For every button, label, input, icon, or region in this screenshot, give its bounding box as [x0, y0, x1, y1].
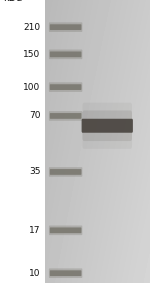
FancyBboxPatch shape — [49, 226, 82, 235]
Text: 10: 10 — [29, 269, 40, 278]
FancyBboxPatch shape — [50, 169, 81, 175]
Text: 150: 150 — [23, 50, 40, 59]
FancyBboxPatch shape — [50, 24, 81, 30]
FancyBboxPatch shape — [50, 113, 81, 119]
FancyBboxPatch shape — [49, 82, 82, 92]
FancyBboxPatch shape — [50, 84, 81, 90]
FancyBboxPatch shape — [49, 268, 82, 278]
Text: kDa: kDa — [3, 0, 22, 3]
FancyBboxPatch shape — [50, 52, 81, 57]
FancyBboxPatch shape — [49, 111, 82, 121]
FancyBboxPatch shape — [82, 119, 133, 133]
Text: 35: 35 — [29, 168, 40, 177]
Text: 70: 70 — [29, 112, 40, 121]
Text: 17: 17 — [29, 226, 40, 235]
FancyBboxPatch shape — [49, 167, 82, 177]
Text: 210: 210 — [23, 23, 40, 32]
FancyBboxPatch shape — [49, 22, 82, 32]
FancyBboxPatch shape — [82, 110, 132, 141]
Bar — [0, 0, 45, 283]
FancyBboxPatch shape — [82, 103, 132, 149]
FancyBboxPatch shape — [50, 270, 81, 276]
Text: 100: 100 — [23, 83, 40, 92]
FancyBboxPatch shape — [50, 228, 81, 233]
FancyBboxPatch shape — [49, 50, 82, 59]
